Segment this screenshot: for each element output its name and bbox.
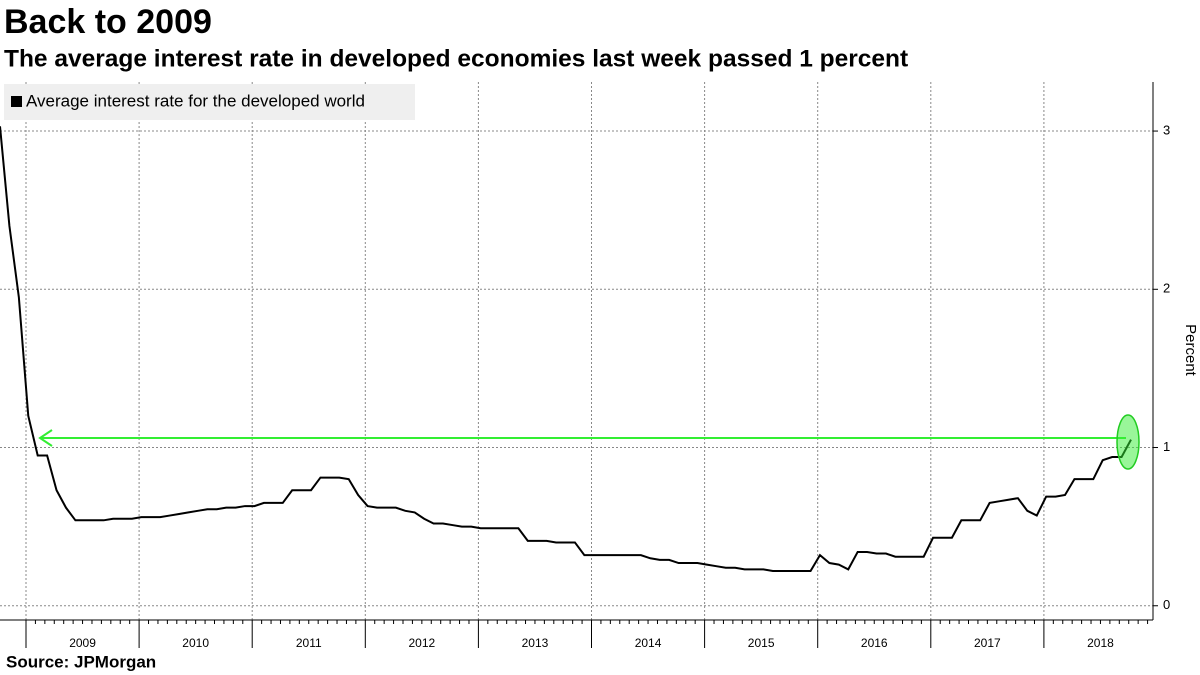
x-tick-label: 2016 [861,636,888,650]
y-axis-label: Percent [1182,324,1199,377]
y-tick-label: 1 [1163,439,1170,454]
annotation-arrowhead [38,429,53,447]
y-tick-label: 2 [1163,281,1170,296]
annotation-highlight [1116,414,1140,470]
x-tick-label: 2013 [522,636,549,650]
chart-subtitle: The average interest rate in developed e… [4,45,908,72]
x-tick-label: 2010 [182,636,209,650]
grid: 0 1 2 3 2009 2010 2011 2012 2013 2014 2015 2016 2017… [0,82,1170,650]
data-line [0,126,1132,572]
x-tick-label: 2015 [748,636,775,650]
legend-swatch [11,96,22,107]
x-tick-label: 2018 [1087,636,1114,650]
x-tick-label: 2014 [635,636,662,650]
y-tick-label: 0 [1163,597,1170,612]
x-tick-label: 2017 [974,636,1001,650]
source: Source: JPMorgan [6,652,156,671]
x-tick-label: 2009 [69,636,96,650]
x-tick-label: 2011 [296,636,322,650]
data [0,126,1132,572]
legend-label: Average interest rate for the developed … [26,91,365,110]
chart-title: Back to 2009 [4,3,212,41]
y-tick-label: 3 [1163,122,1170,137]
annotation [38,414,1140,470]
x-tick-label: 2012 [408,636,435,650]
legend-box [4,84,415,120]
